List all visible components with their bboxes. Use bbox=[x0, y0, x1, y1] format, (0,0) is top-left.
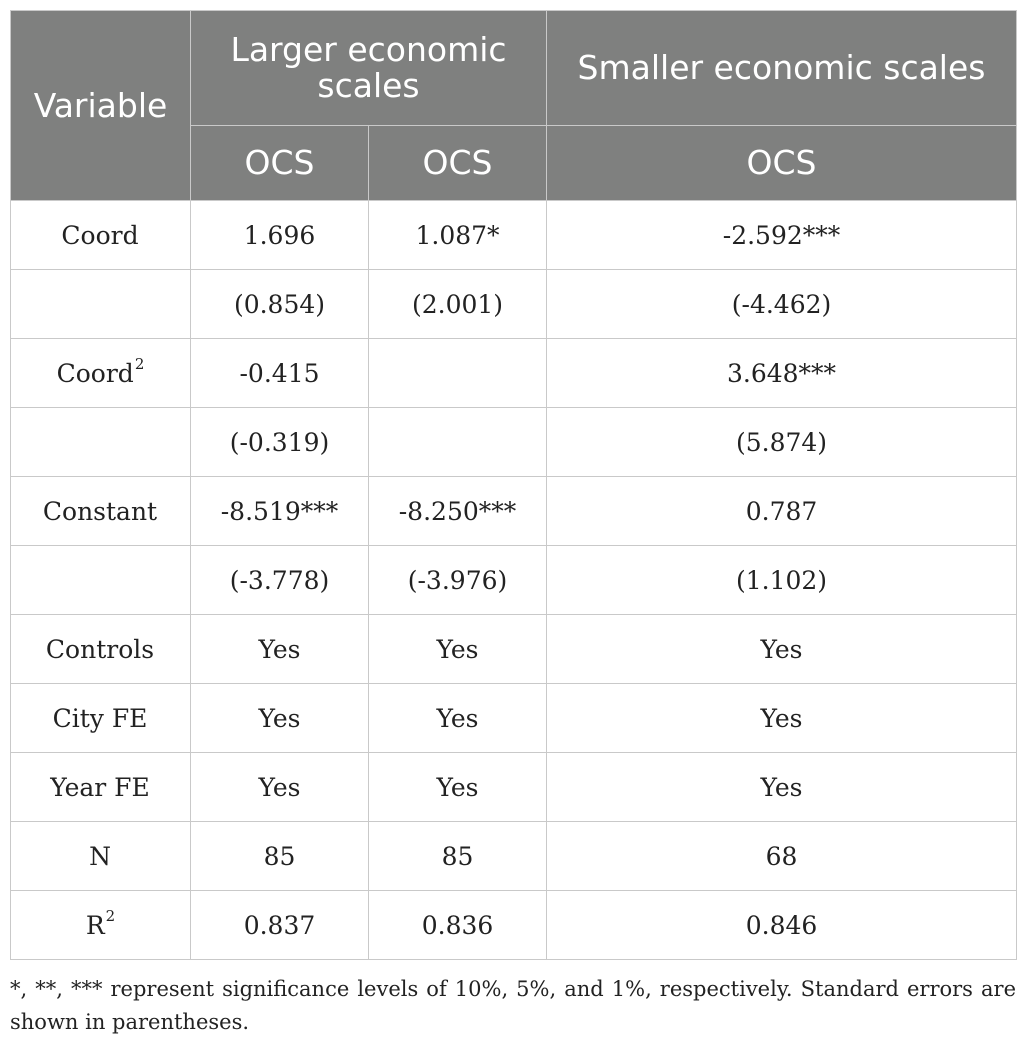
cell-col2: 1.087* bbox=[367, 200, 548, 270]
cell-col1: Yes bbox=[190, 614, 369, 684]
cell-col1: (-0.319) bbox=[190, 407, 369, 477]
table-row: Year FE Yes Yes Yes bbox=[10, 752, 1018, 822]
row-label: Controls bbox=[10, 614, 191, 684]
table-row: (-3.778) (-3.976) (1.102) bbox=[10, 545, 1018, 615]
row-label: R2 bbox=[10, 890, 191, 960]
cell-col3: Yes bbox=[546, 614, 1018, 684]
header-smaller-economic-scales: Smaller economic scales bbox=[546, 10, 1018, 126]
cell-col3: 68 bbox=[546, 821, 1018, 891]
row-label: Constant bbox=[10, 476, 191, 546]
cell-col3: 0.787 bbox=[546, 476, 1018, 546]
cell-col1: Yes bbox=[190, 752, 369, 822]
cell-col2: (-3.976) bbox=[367, 545, 548, 615]
table-row: Coord 1.696 1.087* -2.592*** bbox=[10, 200, 1018, 270]
table-body: Coord 1.696 1.087* -2.592*** (0.854) (2.… bbox=[10, 200, 1018, 960]
table-row: Constant -8.519*** -8.250*** 0.787 bbox=[10, 476, 1018, 546]
row-label: Year FE bbox=[10, 752, 191, 822]
cell-col2 bbox=[367, 338, 548, 408]
row-label: N bbox=[10, 821, 191, 891]
header-ocs-1: OCS bbox=[190, 125, 369, 201]
header-row-groups: Variable Larger economic scales Smaller … bbox=[10, 10, 1018, 201]
cell-col3: (5.874) bbox=[546, 407, 1018, 477]
table-row: City FE Yes Yes Yes bbox=[10, 683, 1018, 753]
cell-col2: Yes bbox=[367, 752, 548, 822]
table-row: (-0.319) (5.874) bbox=[10, 407, 1018, 477]
row-label: City FE bbox=[10, 683, 191, 753]
header-variable: Variable bbox=[10, 10, 191, 201]
table-footnote: *, **, *** represent significance levels… bbox=[10, 977, 1016, 1034]
row-label bbox=[10, 407, 191, 477]
cell-col1: (-3.778) bbox=[190, 545, 369, 615]
table-header: Variable Larger economic scales Smaller … bbox=[10, 10, 1018, 201]
cell-col1: 0.837 bbox=[190, 890, 369, 960]
cell-col3: -2.592*** bbox=[546, 200, 1018, 270]
cell-col3: 0.846 bbox=[546, 890, 1018, 960]
table-row: N 85 85 68 bbox=[10, 821, 1018, 891]
cell-col2: 0.836 bbox=[367, 890, 548, 960]
cell-col3: 3.648*** bbox=[546, 338, 1018, 408]
regression-table: Variable Larger economic scales Smaller … bbox=[10, 10, 1018, 960]
table-row: (0.854) (2.001) (-4.462) bbox=[10, 269, 1018, 339]
cell-col2: 85 bbox=[367, 821, 548, 891]
cell-col3: Yes bbox=[546, 683, 1018, 753]
header-ocs-2: OCS bbox=[367, 125, 548, 201]
row-label: Coord2 bbox=[10, 338, 191, 408]
cell-col2: -8.250*** bbox=[367, 476, 548, 546]
cell-col3: (1.102) bbox=[546, 545, 1018, 615]
cell-col1: -0.415 bbox=[190, 338, 369, 408]
regression-table-container: Variable Larger economic scales Smaller … bbox=[10, 10, 1018, 960]
header-row-outcomes: OCS OCS OCS bbox=[11, 125, 1018, 201]
cell-col3: Yes bbox=[546, 752, 1018, 822]
cell-col2: Yes bbox=[367, 683, 548, 753]
header-larger-economic-scales: Larger economic scales bbox=[189, 10, 548, 126]
cell-col1: Yes bbox=[190, 683, 369, 753]
cell-col2: (2.001) bbox=[367, 269, 548, 339]
row-label bbox=[10, 545, 191, 615]
header-ocs-3: OCS bbox=[546, 125, 1018, 201]
row-label bbox=[10, 269, 191, 339]
table-row: Coord2 -0.415 3.648*** bbox=[10, 338, 1018, 408]
table-row: Controls Yes Yes Yes bbox=[10, 614, 1018, 684]
table-row: R2 0.837 0.836 0.846 bbox=[10, 890, 1018, 960]
cell-col2: Yes bbox=[367, 614, 548, 684]
cell-col2 bbox=[367, 407, 548, 477]
cell-col1: 1.696 bbox=[190, 200, 369, 270]
cell-col1: 85 bbox=[190, 821, 369, 891]
cell-col1: (0.854) bbox=[190, 269, 369, 339]
cell-col1: -8.519*** bbox=[190, 476, 369, 546]
cell-col3: (-4.462) bbox=[546, 269, 1018, 339]
row-label: Coord bbox=[10, 200, 191, 270]
